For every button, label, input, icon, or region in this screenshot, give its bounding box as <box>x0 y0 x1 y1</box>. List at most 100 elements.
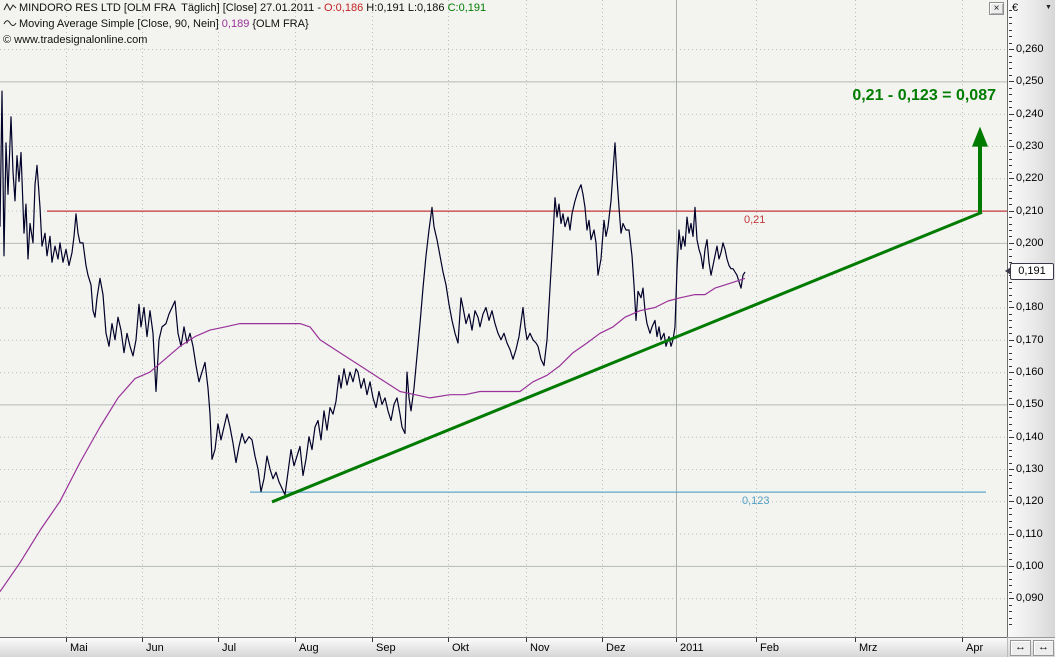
y-axis-major-tick <box>1009 534 1014 535</box>
y-axis-minor-tick <box>1009 314 1012 315</box>
y-axis-minor-tick <box>1009 256 1012 257</box>
y-axis-minor-tick <box>1009 30 1012 31</box>
y-axis-minor-tick <box>1009 366 1012 367</box>
y-axis-minor-tick <box>1009 10 1012 11</box>
y-axis-minor-tick <box>1009 88 1012 89</box>
x-axis-tick <box>142 638 143 642</box>
y-axis-major-tick <box>1009 211 1014 212</box>
time-axis-bar[interactable]: Mai Jun Jul Aug Sep Okt Nov Dez 2011 Feb Mrz Apr <box>0 637 1007 657</box>
x-axis-label: Dez <box>606 642 626 654</box>
y-axis-minor-tick <box>1009 159 1012 160</box>
y-axis-minor-tick <box>1009 508 1012 509</box>
instrument-title: MINDORO RES LTD [OLM FRA Täglich] [Close… <box>19 2 325 14</box>
y-axis-minor-tick <box>1009 301 1012 302</box>
y-axis-minor-tick <box>1009 249 1012 250</box>
y-axis-minor-tick <box>1009 295 1012 296</box>
y-axis-minor-tick <box>1009 36 1012 37</box>
y-axis-minor-tick <box>1009 456 1012 457</box>
y-axis-minor-tick <box>1009 120 1012 121</box>
y-axis-minor-tick <box>1009 521 1012 522</box>
up-arrow-head <box>972 126 988 147</box>
y-axis-minor-tick <box>1009 359 1012 360</box>
y-axis-label: 0,210 <box>1016 205 1044 217</box>
y-axis-major-tick <box>1009 307 1014 308</box>
y-axis-minor-tick <box>1009 450 1012 451</box>
expand-scale-button[interactable]: ↔ <box>1033 640 1054 656</box>
y-axis-minor-tick <box>1009 559 1012 560</box>
y-axis-minor-tick <box>1009 527 1012 528</box>
y-axis-minor-tick <box>1009 547 1012 548</box>
y-axis-minor-tick <box>1009 618 1012 619</box>
y-axis-minor-tick <box>1009 43 1012 44</box>
y-axis-major-tick <box>1009 501 1014 502</box>
y-axis-label: 0,120 <box>1016 495 1044 507</box>
y-axis-minor-tick <box>1009 379 1012 380</box>
y-axis-minor-tick <box>1009 56 1012 57</box>
y-axis-minor-tick <box>1009 430 1012 431</box>
close-icon[interactable]: × <box>989 2 1004 15</box>
y-axis-major-tick <box>1009 178 1014 179</box>
y-axis-label: 0,130 <box>1016 463 1044 475</box>
y-axis-major-tick <box>1009 598 1014 599</box>
y-axis-minor-tick <box>1009 353 1012 354</box>
x-axis-label: Sep <box>376 642 396 654</box>
y-axis-minor-tick <box>1009 579 1012 580</box>
y-axis-minor-tick <box>1009 198 1012 199</box>
y-axis-major-tick <box>1009 49 1014 50</box>
price-chart <box>0 0 1007 637</box>
y-axis-major-tick <box>1009 404 1014 405</box>
y-axis-minor-tick <box>1009 17 1012 18</box>
y-axis-minor-tick <box>1009 553 1012 554</box>
y-axis-minor-tick <box>1009 424 1012 425</box>
y-axis-minor-tick <box>1009 282 1012 283</box>
y-axis-label: 0,110 <box>1016 528 1043 540</box>
y-axis-minor-tick <box>1009 495 1012 496</box>
x-axis-label: Jun <box>146 642 164 654</box>
last-price-marker: 0,191 <box>1005 263 1054 280</box>
chevron-down-icon[interactable]: ▼ <box>1045 4 1052 11</box>
y-axis-minor-tick <box>1009 191 1012 192</box>
y-axis-minor-tick <box>1009 605 1012 606</box>
price-axis-panel[interactable]: € ▼ 0,260 0,250 0,240 0,230 0,220 0,210 0,200 0… <box>1005 0 1055 637</box>
y-axis-minor-tick <box>1009 398 1012 399</box>
moving-average-line <box>0 277 746 593</box>
x-axis-label: Nov <box>530 642 550 654</box>
wave-icon <box>3 18 17 28</box>
x-axis-tick <box>756 638 757 642</box>
compress-scale-button[interactable]: ↔ <box>1010 640 1031 656</box>
x-axis-tick <box>855 638 856 642</box>
y-axis-minor-tick <box>1009 540 1012 541</box>
y-axis-minor-tick <box>1009 385 1012 386</box>
y-axis-minor-tick <box>1009 75 1012 76</box>
indicator-suffix: {OLM FRA} <box>249 18 309 30</box>
y-axis-minor-tick <box>1009 482 1012 483</box>
y-axis-minor-tick <box>1009 152 1012 153</box>
x-axis-label: Okt <box>452 642 470 654</box>
y-axis-major-tick <box>1009 243 1014 244</box>
y-axis-minor-tick <box>1009 94 1012 95</box>
y-axis-label: 0,260 <box>1016 43 1044 55</box>
zigzag-line-icon <box>3 2 17 12</box>
y-axis-minor-tick <box>1009 185 1012 186</box>
x-axis-tick <box>602 638 603 642</box>
chart-plot-area[interactable]: MINDORO RES LTD [OLM FRA Täglich] [Close… <box>0 0 1007 637</box>
high-low-values: H:0,191 L:0,186 <box>363 2 448 14</box>
y-axis-label: 0,230 <box>1016 140 1044 152</box>
y-axis-label: 0,090 <box>1016 592 1044 604</box>
x-axis-tick <box>372 638 373 642</box>
y-axis-minor-tick <box>1009 133 1012 134</box>
trend-line <box>271 210 983 504</box>
instrument-header: MINDORO RES LTD [OLM FRA Täglich] [Close… <box>3 2 486 15</box>
y-axis-label: 0,100 <box>1016 560 1044 572</box>
indicator-label: Moving Average Simple [Close, 90, Nein] <box>19 18 222 30</box>
y-axis-minor-tick <box>1009 443 1012 444</box>
x-axis-tick <box>66 638 67 642</box>
y-axis-minor-tick <box>1009 417 1012 418</box>
y-axis-minor-tick <box>1009 611 1012 612</box>
y-axis-minor-tick <box>1009 411 1012 412</box>
resistance-level-label: 0,21 <box>744 213 766 226</box>
y-axis-minor-tick <box>1009 346 1012 347</box>
y-axis-minor-tick <box>1009 107 1012 108</box>
y-axis-minor-tick <box>1009 172 1012 173</box>
